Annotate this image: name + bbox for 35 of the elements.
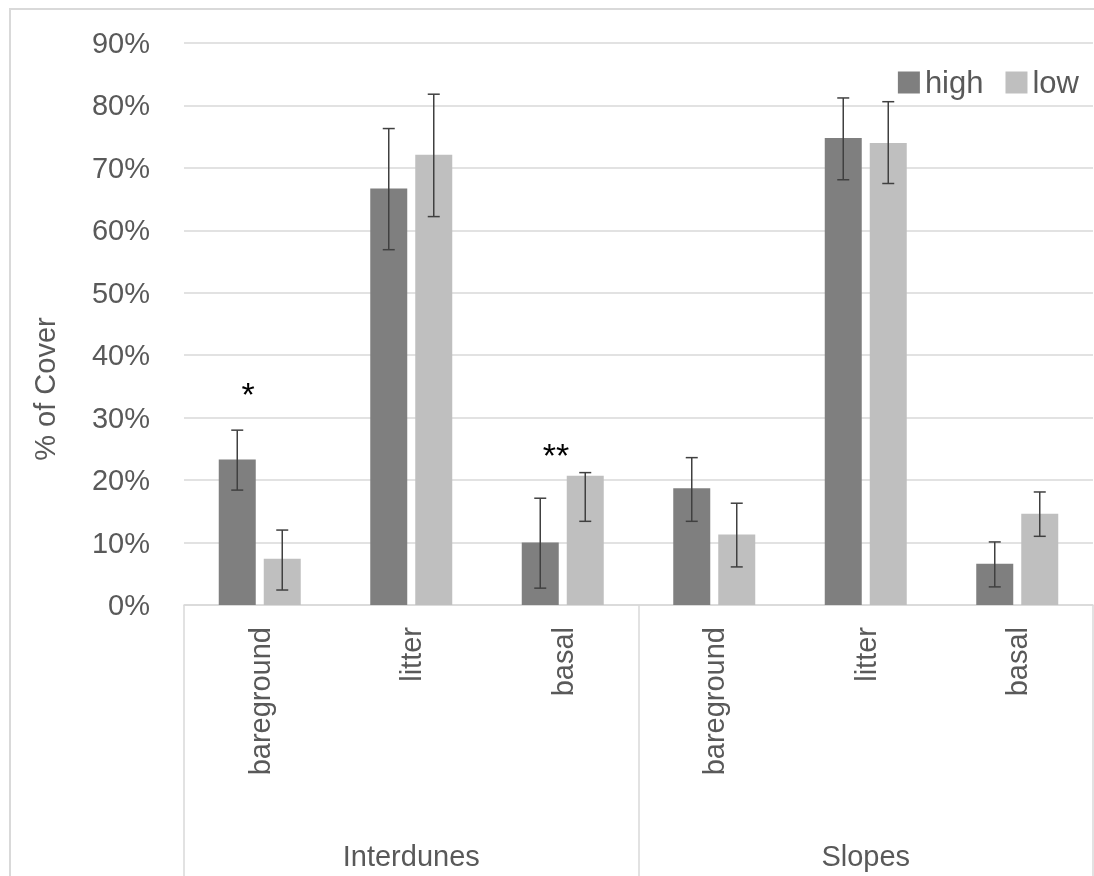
x-tick-label: litter	[395, 626, 428, 682]
bar	[1021, 513, 1059, 605]
y-tick-label: 80%	[91, 89, 150, 122]
bar	[415, 154, 453, 605]
bar	[824, 137, 862, 605]
bar	[976, 563, 1014, 605]
y-tick-label: 50%	[91, 276, 150, 309]
bar	[869, 142, 907, 605]
bar	[370, 188, 408, 605]
bar	[218, 459, 256, 605]
y-tick-label: 10%	[91, 526, 150, 559]
bar	[718, 534, 756, 605]
y-tick-label: 70%	[91, 151, 150, 184]
text: Interdunes	[342, 839, 480, 872]
bar	[521, 542, 559, 605]
text: Slopes	[821, 839, 911, 872]
x-tick-label: bareground	[698, 627, 731, 776]
y-tick-label: 40%	[91, 339, 150, 372]
x-tick-label: basal	[546, 627, 579, 697]
x-tick-label: bareground	[243, 627, 276, 776]
legend-label: low	[1032, 65, 1080, 100]
y-tick-label: 30%	[91, 401, 150, 434]
bar	[673, 488, 711, 605]
y-tick-label: 20%	[91, 464, 150, 497]
x-tick-label: basal	[1001, 627, 1034, 697]
bar	[263, 558, 301, 605]
y-tick-label: 60%	[91, 214, 150, 247]
annotation: *	[241, 375, 255, 413]
legend-label: high	[924, 65, 984, 100]
x-tick-label: litter	[849, 626, 882, 682]
y-tick-label: 90%	[91, 27, 150, 59]
y-tick-label: 0%	[108, 589, 150, 621]
annotation: **	[542, 436, 570, 474]
bar	[566, 475, 604, 605]
y-axis-title: % of Cover	[28, 316, 61, 461]
